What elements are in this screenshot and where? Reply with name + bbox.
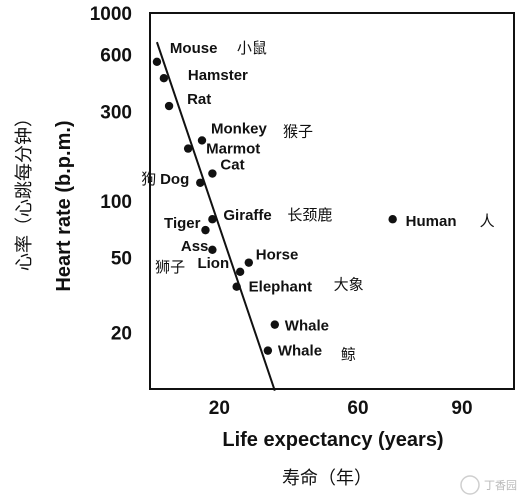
data-point-elephant [232,282,241,291]
x-tick-label: 20 [209,398,230,419]
data-point-lion [235,267,245,277]
y-axis-ticks: 20 50 100 300 600 1000 [90,4,132,344]
y-tick-label: 600 [100,46,132,67]
watermark-logo-icon [460,475,480,495]
data-point-whale [263,346,273,355]
point-label-zh: 人 [480,212,495,230]
data-point-tiger [201,225,210,235]
data-points [152,57,397,355]
point-label-zh: 小鼠 [237,39,267,57]
point-label: Monkey [211,120,268,137]
data-point-cat [208,169,217,178]
plot-frame [149,12,515,390]
point-label: Cat [220,157,244,174]
y-tick-label: 1000 [90,4,132,25]
point-label-zh: 长颈鹿 [287,206,332,224]
data-point-monkey [197,136,207,145]
point-label: Marmot [206,141,260,158]
point-label: Human [406,213,457,230]
y-axis-title: Heart rate (b.p.m.) [53,120,75,291]
point-label: Elephant [249,279,312,296]
point-label: Rat [187,91,211,108]
point-label-zh: 鲸 [341,346,356,364]
point-label: Ass [181,238,209,255]
x-axis-title: Life expectancy (years) [222,429,443,451]
point-label-zh: 狮子 [155,258,185,276]
data-point-hamster [159,73,169,83]
data-point-whale [270,320,279,329]
data-point-mouse [152,57,162,67]
point-label: Lion [197,255,229,272]
x-axis-title-zh: 寿命（年） [282,468,372,489]
data-point-human [388,215,397,224]
data-point-rat [164,101,174,111]
point-label-zh: 大象 [334,276,364,294]
point-label: Hamster [188,67,248,84]
data-point-ass [208,245,217,255]
point-label: Dog [160,171,189,188]
data-point-marmot [183,144,193,153]
point-label-zh: 猴子 [283,122,313,140]
y-tick-label: 300 [100,102,132,123]
x-tick-label: 60 [347,398,368,419]
y-tick-label: 100 [100,192,132,213]
point-label: Whale [285,318,329,335]
point-label: Tiger [164,215,201,232]
y-tick-label: 50 [111,249,132,270]
point-label: Horse [256,247,299,264]
x-axis-ticks: 20 60 90 [209,398,473,419]
point-label: Giraffe [223,207,271,224]
point-label-zh: 狗 [141,170,156,188]
watermark: 丁香园 [460,475,517,495]
watermark-text: 丁香园 [484,479,517,492]
data-point-dog [196,178,205,187]
point-label: Mouse [170,40,218,57]
point-label: Whale [278,343,322,360]
data-point-giraffe [208,215,217,224]
trend-line [155,41,276,391]
data-point-horse [244,258,253,267]
y-axis-title-zh: 心率（心跳每分钟） [14,109,35,271]
y-tick-label: 20 [111,323,132,344]
x-tick-label: 90 [451,398,472,419]
